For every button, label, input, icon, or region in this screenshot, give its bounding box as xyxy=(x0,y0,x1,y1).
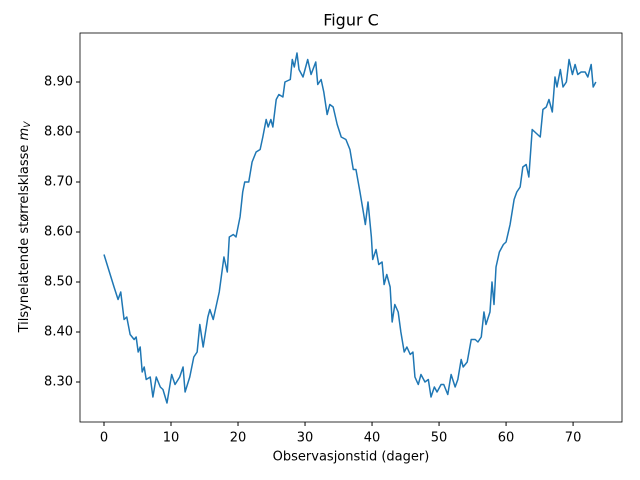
x-tick-label: 10 xyxy=(163,431,180,446)
y-tick-label: 8.90 xyxy=(44,75,73,90)
y-axis-label: Tilsynelatende størrelsklasse mV xyxy=(17,121,33,334)
x-tick-label: 0 xyxy=(100,431,108,446)
x-tick-label: 70 xyxy=(565,431,582,446)
y-tick-label: 8.40 xyxy=(44,325,73,340)
x-tick-label: 20 xyxy=(230,431,247,446)
y-tick-label: 8.70 xyxy=(44,175,73,190)
x-axis-label: Observasjonstid (dager) xyxy=(273,450,430,465)
plot-frame xyxy=(79,32,623,423)
y-tick-label: 8.30 xyxy=(44,375,73,390)
y-tick-label: 8.50 xyxy=(44,275,73,290)
chart-title: Figur C xyxy=(323,11,379,30)
y-tick-label: 8.80 xyxy=(44,125,73,140)
x-tick-label: 30 xyxy=(297,431,314,446)
data-line xyxy=(103,52,597,404)
x-tick-label: 50 xyxy=(431,431,448,446)
x-tick-label: 40 xyxy=(364,431,381,446)
y-tick-label: 8.60 xyxy=(44,225,73,240)
x-tick-label: 60 xyxy=(498,431,515,446)
